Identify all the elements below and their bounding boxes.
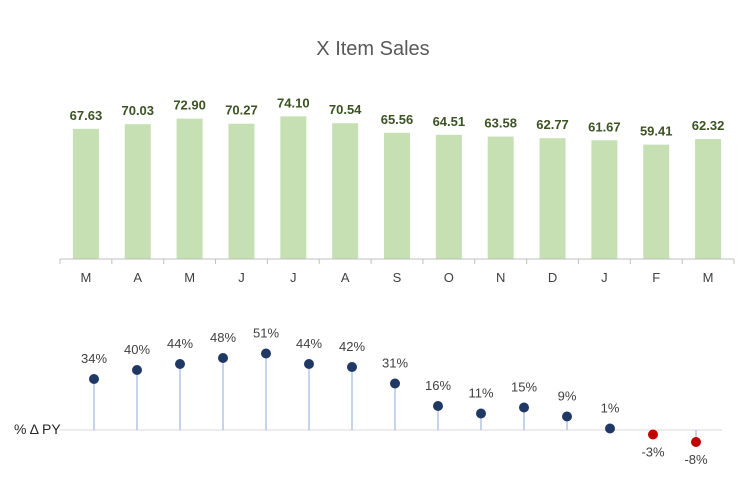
sales-bars-group: 67.63 70.03 72.90 70.27 74.10 70.54 65.56 64.51… xyxy=(70,95,725,259)
sales-bar xyxy=(332,123,359,259)
sales-bar xyxy=(643,144,670,259)
pct-point xyxy=(519,402,529,413)
month-tick-label: D xyxy=(548,270,557,285)
month-tick-label: M xyxy=(81,270,92,285)
sales-value-label: 70.27 xyxy=(225,103,258,118)
sales-bar xyxy=(228,123,255,259)
pct-value-label: 34% xyxy=(81,351,107,366)
sales-bar xyxy=(435,134,462,259)
sales-value-label: 62.77 xyxy=(536,117,569,132)
month-tick-label: M xyxy=(184,270,195,285)
sales-value-label: 62.32 xyxy=(692,118,725,133)
chart-title: X Item Sales xyxy=(316,38,429,60)
pct-value-label: -8% xyxy=(684,452,708,467)
pct-point xyxy=(347,362,357,372)
pct-point xyxy=(132,365,142,375)
pct-value-label: 40% xyxy=(124,342,150,357)
pct-point xyxy=(218,353,228,363)
sales-value-label: 63.58 xyxy=(484,116,517,131)
pct-point xyxy=(691,437,701,447)
pct-point xyxy=(175,359,185,369)
sales-value-label: 61.67 xyxy=(588,119,621,134)
month-tick-label: N xyxy=(496,270,505,285)
month-tick-label: J xyxy=(601,270,608,285)
sales-value-label: 59.41 xyxy=(640,124,673,139)
pct-value-label: 9% xyxy=(558,389,577,404)
pct-value-label: -3% xyxy=(641,445,665,460)
pct-value-label: 48% xyxy=(210,330,236,345)
pct-value-label: 11% xyxy=(468,386,493,401)
pct-point xyxy=(89,374,99,384)
pct-change-lollipop-group: 34% 40% 44% 48% 51% 44% 42% 31% 16% 11% 15% 9% 1% -3%… xyxy=(81,326,708,468)
pct-point xyxy=(390,378,400,389)
pct-value-label: 51% xyxy=(253,326,279,341)
month-tick-label: A xyxy=(133,270,142,285)
sales-value-label: 70.03 xyxy=(121,103,154,118)
sales-bar xyxy=(280,116,307,259)
pct-point xyxy=(562,411,572,422)
month-tick-label: F xyxy=(652,270,660,285)
month-tick-label: S xyxy=(393,270,402,285)
month-tick-label: J xyxy=(290,270,297,285)
sales-bar xyxy=(124,124,151,259)
month-tick-label: O xyxy=(444,270,454,285)
pct-value-label: 42% xyxy=(339,339,365,354)
pct-point xyxy=(476,408,486,419)
pct-point xyxy=(261,348,271,359)
month-tick-label: M xyxy=(703,270,714,285)
month-tick-label: A xyxy=(341,270,350,285)
pct-point xyxy=(433,401,443,411)
sales-value-label: 64.51 xyxy=(433,114,466,129)
pct-value-label: 15% xyxy=(511,380,537,395)
sales-bar xyxy=(176,118,203,259)
sales-bar xyxy=(487,136,514,259)
sales-value-label: 70.54 xyxy=(329,102,362,117)
month-tick-label: J xyxy=(238,270,245,285)
sales-bar xyxy=(695,139,722,259)
pct-value-label: 16% xyxy=(425,378,451,393)
sales-bar xyxy=(591,140,618,259)
pct-point xyxy=(648,429,658,440)
sales-bar xyxy=(384,132,410,259)
pct-value-label: 31% xyxy=(382,356,408,371)
pct-value-label: 44% xyxy=(167,336,193,351)
sales-value-label: 74.10 xyxy=(277,95,310,110)
pct-value-label: 1% xyxy=(601,401,620,416)
pct-value-label: 44% xyxy=(296,336,322,351)
sales-value-label: 72.90 xyxy=(173,98,206,113)
sales-value-label: 67.63 xyxy=(70,108,103,123)
pct-point xyxy=(605,423,615,434)
pct-change-row-label: % Δ PY xyxy=(14,421,61,437)
sales-value-label: 65.56 xyxy=(381,112,414,127)
sales-bar xyxy=(539,138,566,259)
sales-bar xyxy=(72,128,99,259)
pct-point xyxy=(304,359,314,369)
